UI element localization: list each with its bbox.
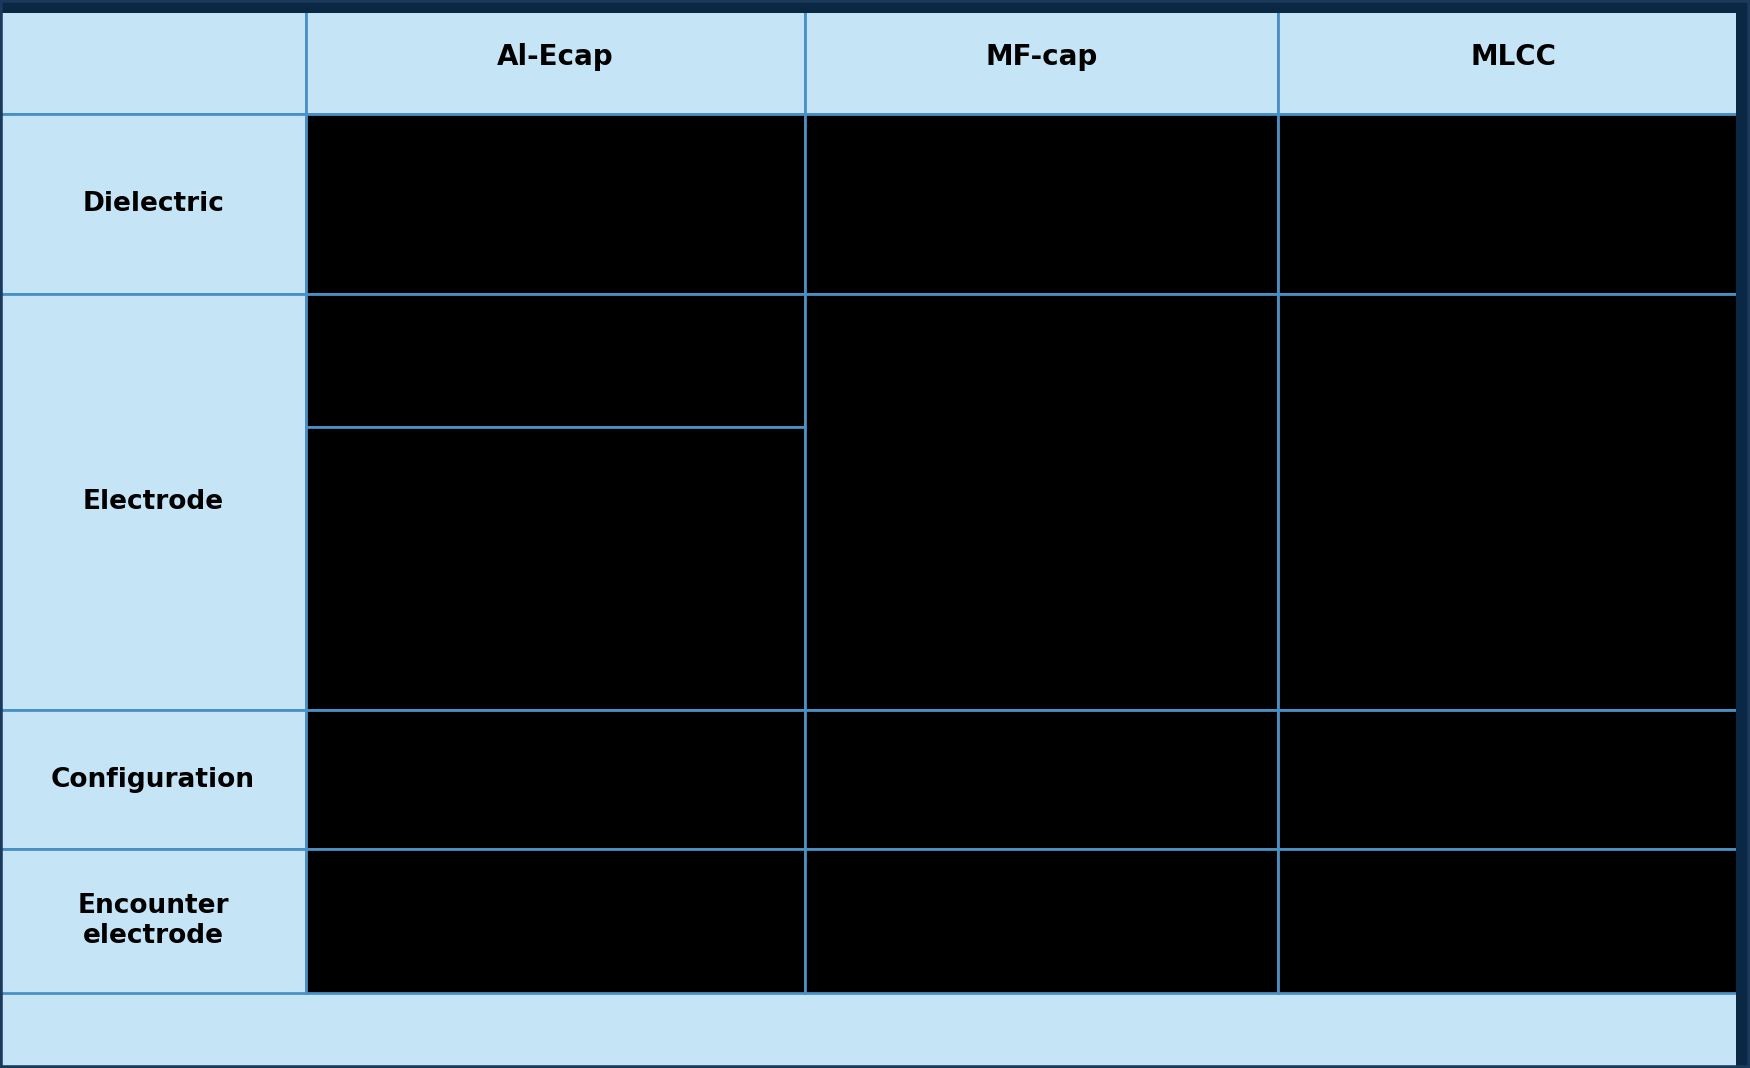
Bar: [306, 114, 805, 294]
Bar: [805, 114, 1278, 294]
Bar: [1278, 710, 1750, 849]
Bar: [306, 0, 805, 114]
Bar: [306, 710, 805, 849]
Text: MLCC: MLCC: [1470, 43, 1558, 72]
Bar: [0, 849, 306, 993]
Bar: [1736, 0, 1750, 1068]
Bar: [1278, 294, 1750, 710]
Bar: [306, 849, 805, 993]
Bar: [306, 294, 805, 427]
Bar: [0, 294, 306, 710]
Bar: [805, 849, 1278, 993]
Bar: [1278, 849, 1750, 993]
Text: Configuration: Configuration: [51, 767, 256, 792]
Bar: [1278, 114, 1750, 294]
Text: Electrode: Electrode: [82, 489, 224, 515]
Text: Encounter
electrode: Encounter electrode: [77, 893, 229, 949]
Bar: [0, 710, 306, 849]
Bar: [306, 427, 805, 710]
Bar: [0, 114, 306, 294]
Text: Dielectric: Dielectric: [82, 191, 224, 217]
Bar: [0, 0, 1750, 13]
Bar: [805, 710, 1278, 849]
Text: MF-cap: MF-cap: [985, 43, 1097, 72]
Text: Al-Ecap: Al-Ecap: [497, 43, 614, 72]
Bar: [0, 0, 306, 114]
Bar: [1278, 0, 1750, 114]
Bar: [805, 294, 1278, 710]
Bar: [805, 0, 1278, 114]
